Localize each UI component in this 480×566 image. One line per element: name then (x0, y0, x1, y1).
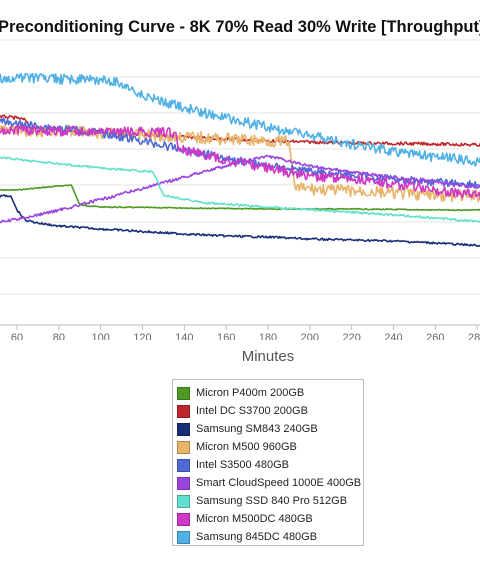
legend-swatch (177, 530, 190, 544)
legend-swatch (177, 476, 190, 490)
legend-swatch (177, 494, 190, 508)
chart-legend: Micron P400m 200GB Intel DC S3700 200GB Sa… (172, 379, 364, 546)
x-tick-label: 240 (384, 332, 402, 340)
legend-label: Samsung 845DC 480GB (196, 531, 318, 543)
series-line-8 (0, 124, 480, 200)
series-line-3 (0, 194, 480, 248)
legend-item[interactable]: Micron M500 960GB (177, 438, 363, 456)
x-tick-label: 100 (91, 332, 109, 340)
x-tick-label: 280 (468, 332, 480, 340)
legend-label: Samsung SSD 840 Pro 512GB (196, 495, 348, 507)
series-layer (0, 72, 480, 248)
x-tick-label: 60 (11, 332, 23, 340)
legend-item[interactable]: Samsung 845DC 480GB (177, 528, 363, 546)
legend-item[interactable]: Smart CloudSpeed 1000E 400GB (177, 474, 363, 492)
plot-area: 60 80 100 120 140 160 180 200 220 240 260 280 (0, 39, 480, 340)
legend-swatch (177, 458, 190, 472)
legend-item[interactable]: Micron M500DC 480GB (177, 510, 363, 528)
x-tick-label: 180 (259, 332, 277, 340)
legend-label: Micron M500 960GB (196, 441, 297, 453)
legend-label: Micron M500DC 480GB (196, 513, 313, 525)
legend-item[interactable]: Samsung SSD 840 Pro 512GB (177, 492, 363, 510)
series-line-4 (0, 123, 480, 203)
x-tick-labels: 60 80 100 120 140 160 180 200 220 240 260 280 (11, 325, 480, 340)
x-tick-label: 160 (217, 332, 235, 340)
legend-swatch (177, 404, 190, 418)
legend-label: Intel S3500 480GB (196, 459, 289, 471)
series-line-7 (0, 156, 480, 223)
legend-swatch (177, 512, 190, 526)
x-tick-label: 140 (175, 332, 193, 340)
series-line-1 (0, 184, 480, 212)
legend-item[interactable]: Micron P400m 200GB (177, 384, 363, 402)
legend-swatch (177, 422, 190, 436)
legend-swatch (177, 440, 190, 454)
legend-label: Micron P400m 200GB (196, 387, 305, 399)
series-line-9 (0, 72, 480, 167)
x-tick-label: 260 (426, 332, 444, 340)
x-tick-label: 200 (301, 332, 319, 340)
x-tick-label: 80 (53, 332, 65, 340)
grid-layer (0, 39, 480, 326)
legend-item[interactable]: Intel DC S3700 200GB (177, 402, 363, 420)
legend-label: Smart CloudSpeed 1000E 400GB (196, 477, 362, 489)
x-axis-label: Minutes (241, 348, 295, 365)
x-tick-label: 120 (133, 332, 151, 340)
legend-swatch (177, 386, 190, 400)
series-line-6 (0, 154, 480, 224)
chart-title: Preconditioning Curve - 8K 70% Read 30% … (0, 18, 480, 36)
legend-item[interactable]: Intel S3500 480GB (177, 456, 363, 474)
x-tick-label: 220 (342, 332, 360, 340)
legend-item[interactable]: Samsung SM843 240GB (177, 420, 363, 438)
legend-label: Intel DC S3700 200GB (196, 405, 308, 417)
legend-label: Samsung SM843 240GB (196, 423, 318, 435)
